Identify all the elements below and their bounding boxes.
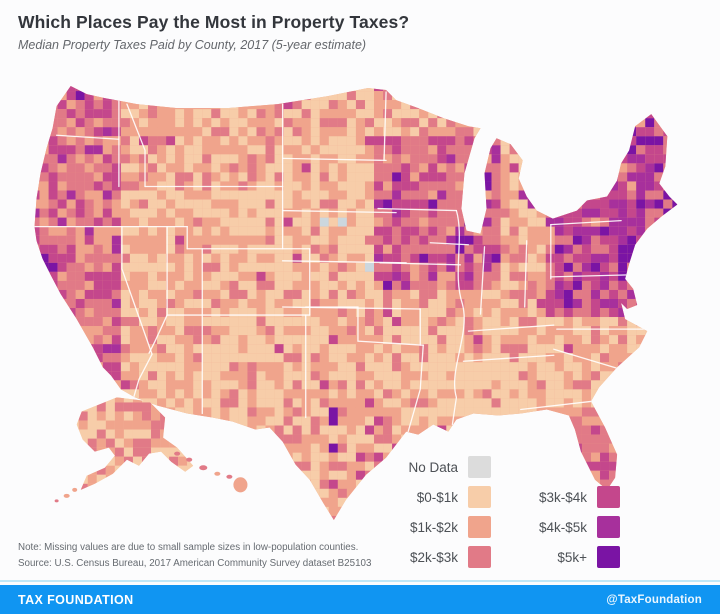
aleutian-island	[72, 487, 78, 492]
us-county-choropleth-map	[22, 78, 714, 530]
hawaii-island	[233, 477, 248, 493]
page-title: Which Places Pay the Most in Property Ta…	[18, 12, 410, 32]
legend-swatch-5k-plus	[597, 546, 620, 568]
hawaii-island	[199, 465, 208, 471]
map-legend: No Data $0-$1k $3k-$4k $1k-$2k $4k-$5k $…	[390, 456, 620, 568]
legend-label-2k-3k: $2k-$3k	[409, 549, 458, 565]
footer-bar: TAX FOUNDATION @TaxFoundation	[0, 585, 720, 614]
legend-label-0-1k: $0-$1k	[416, 489, 458, 505]
note-text: Note: Missing values are due to small sa…	[18, 542, 359, 553]
twitter-handle[interactable]: @TaxFoundation	[606, 593, 702, 606]
map-svg	[34, 86, 678, 520]
hawaii-island	[226, 474, 233, 479]
footnotes: Note: Missing values are due to small sa…	[18, 540, 371, 572]
hawaii-island	[186, 457, 193, 462]
legend-label-no-data: No Data	[408, 459, 458, 475]
legend-swatch-4k-5k	[597, 516, 620, 538]
legend-swatch-0-1k	[468, 486, 491, 508]
footer-accent-line	[0, 580, 720, 582]
alaska-county-mosaic	[76, 397, 194, 490]
legend-label-5k-plus: $5k+	[557, 549, 587, 565]
legend-label-3k-4k: $3k-$4k	[538, 489, 587, 505]
aleutian-island	[54, 499, 59, 503]
legend-swatch-1k-2k	[468, 516, 491, 538]
brand-name: TAX FOUNDATION	[18, 592, 134, 607]
legend-label-4k-5k: $4k-$5k	[538, 519, 587, 535]
legend-swatch-3k-4k	[597, 486, 620, 508]
hawaii-inset	[174, 451, 248, 493]
state-borders	[34, 91, 646, 433]
page-subtitle: Median Property Taxes Paid by County, 20…	[18, 38, 367, 52]
aleutian-island	[63, 493, 70, 498]
legend-swatch-no-data	[468, 456, 491, 478]
hawaii-island	[214, 471, 221, 476]
source-text: Source: U.S. Census Bureau, 2017 America…	[18, 558, 372, 569]
hawaii-island	[174, 451, 181, 456]
legend-swatch-2k-3k	[468, 546, 491, 568]
legend-label-1k-2k: $1k-$2k	[409, 519, 458, 535]
